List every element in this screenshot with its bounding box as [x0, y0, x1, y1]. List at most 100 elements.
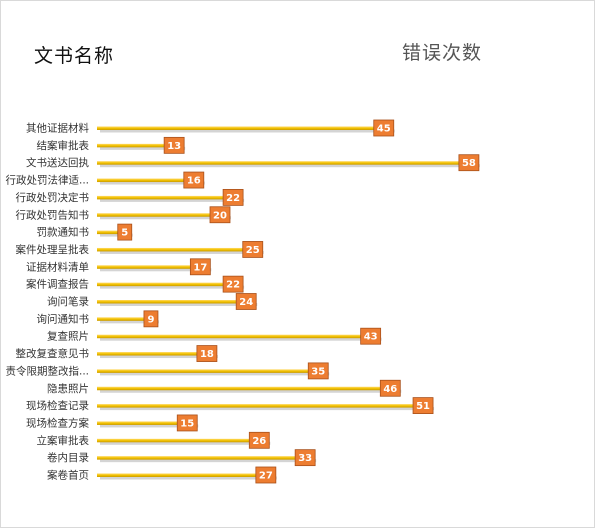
bar [97, 126, 392, 130]
category-label: 复查照片 [47, 330, 89, 343]
bar-shadow [100, 129, 395, 133]
value-label-box [235, 293, 257, 310]
category-label: 现场检查方案 [26, 416, 89, 429]
value-label-box [373, 119, 395, 137]
category-label: 立案审批表 [37, 434, 90, 447]
value-label: 22 [226, 193, 240, 204]
category-label: 罚款通知书 [37, 226, 90, 239]
value-label: 35 [311, 366, 325, 377]
bar-shadow [100, 424, 199, 428]
bar-shadow [100, 268, 212, 272]
value-label-box [196, 345, 218, 362]
value-label: 18 [200, 349, 214, 360]
bar [97, 334, 379, 339]
value-label: 24 [239, 297, 253, 308]
bar-shadow [100, 198, 245, 202]
category-label: 询问笔录 [47, 295, 89, 308]
value-label: 16 [187, 176, 201, 187]
category-label: 证据材料清单 [26, 260, 89, 273]
value-label: 25 [246, 245, 260, 256]
value-label-box [242, 241, 264, 258]
category-label: 案件处理呈批表 [16, 243, 90, 256]
category-label: 卷内目录 [47, 451, 89, 464]
bar [97, 230, 130, 235]
category-label: 隐患照片 [47, 382, 89, 395]
bar-shadow [100, 146, 186, 150]
value-axis-title: 错误次数 [402, 42, 483, 64]
value-label: 20 [213, 210, 227, 221]
bar-shadow [100, 216, 231, 220]
bar-shadow [100, 441, 271, 445]
category-label: 责令限期整改指... [5, 364, 89, 377]
bar-shadow [100, 337, 382, 341]
value-label-box [255, 466, 277, 484]
value-label: 5 [121, 228, 128, 239]
value-label: 43 [364, 332, 378, 343]
category-label: 行政处罚法律适... [5, 174, 89, 187]
bar-shadow [100, 355, 218, 359]
value-label-box [222, 188, 244, 206]
value-label-box [307, 362, 329, 380]
value-label: 17 [193, 262, 207, 273]
bar [97, 265, 209, 269]
bar-shadow [100, 389, 402, 393]
value-label: 15 [180, 418, 194, 429]
bar-shadow [100, 476, 277, 480]
bar-shadow [100, 164, 480, 168]
bar [97, 369, 327, 373]
bar-shadow [100, 285, 245, 289]
value-label: 58 [462, 158, 476, 169]
category-label: 文书送达回执 [26, 156, 89, 169]
value-label: 51 [416, 401, 430, 412]
bar-shadow [100, 372, 330, 376]
bars-group [97, 126, 480, 480]
bar [97, 404, 432, 408]
value-label: 9 [147, 314, 154, 325]
value-label-box [189, 258, 211, 276]
value-label-box [117, 223, 133, 241]
value-label-box [209, 206, 231, 224]
bar [97, 438, 268, 443]
category-label: 案卷首页 [47, 469, 89, 482]
value-label-box [458, 154, 480, 172]
value-label-box [379, 379, 401, 397]
bar [97, 352, 215, 356]
bar [97, 161, 477, 165]
bar [97, 386, 399, 391]
value-labels-group: 45 13 58 16 22 20 5 25 17 22 24 9 43 18 35 46 51 15 26 33 27 [117, 119, 480, 484]
bar [97, 247, 261, 252]
value-label-box [360, 327, 382, 345]
value-label-box [176, 414, 198, 432]
value-label-box [183, 171, 205, 189]
bar [97, 300, 255, 304]
bar-shadow [100, 181, 205, 185]
value-label-box [163, 136, 185, 154]
bar [97, 473, 274, 477]
bar-shadow [100, 459, 317, 463]
value-label: 46 [383, 384, 397, 395]
bar [97, 178, 202, 183]
category-label: 行政处罚告知书 [16, 208, 90, 221]
bar [97, 143, 183, 148]
bar [97, 456, 314, 460]
bar-shadow [100, 407, 435, 411]
value-label-box [143, 310, 159, 328]
value-label: 13 [167, 141, 181, 152]
value-label: 26 [252, 436, 266, 447]
value-label-box [222, 275, 244, 293]
category-label: 结案审批表 [37, 139, 90, 152]
bar [97, 421, 196, 425]
category-label: 询问通知书 [37, 312, 90, 325]
bar-shadow [100, 233, 133, 237]
category-label: 现场检查记录 [26, 399, 89, 412]
bar-shadow [100, 303, 258, 306]
value-label: 22 [226, 280, 240, 291]
value-label: 33 [298, 453, 312, 464]
bar [97, 282, 242, 287]
value-label-box [412, 397, 434, 415]
category-label: 案件调查报告 [26, 278, 89, 291]
value-label: 45 [377, 124, 391, 135]
bar [97, 195, 242, 200]
